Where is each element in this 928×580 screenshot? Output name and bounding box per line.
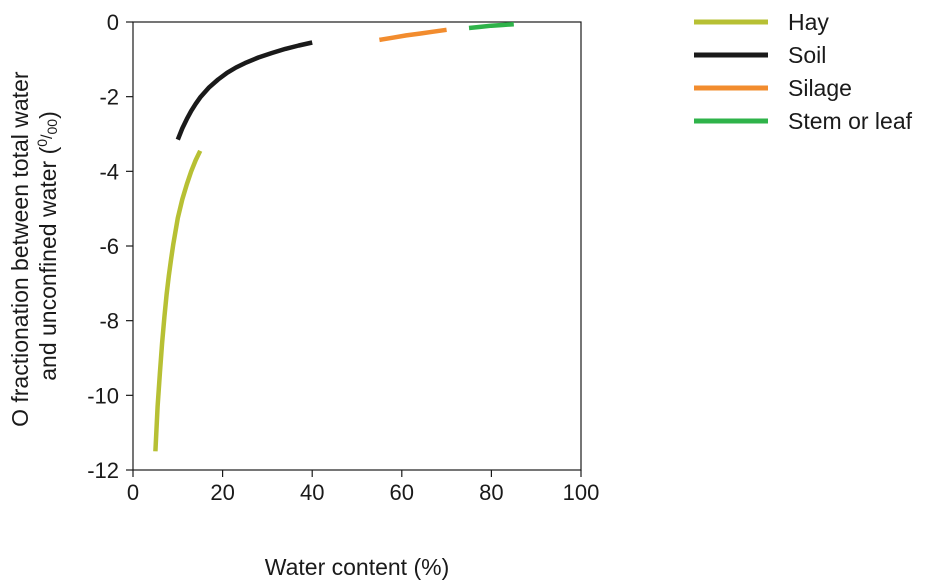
series-line-stem-or-leaf xyxy=(468,21,514,31)
y-tick-label: -10 xyxy=(87,383,119,408)
x-tick-label: 100 xyxy=(563,480,600,505)
series-line-silage xyxy=(379,27,447,43)
y-axis-title-line1: O fractionation between total water xyxy=(7,71,33,427)
legend-label-stem-or-leaf: Stem or leaf xyxy=(788,108,913,134)
y-axis-unit-slash: / xyxy=(39,134,56,139)
x-axis-title: Water content (%) xyxy=(265,554,449,580)
y-tick-label: -6 xyxy=(99,234,119,259)
y-tick-label: 0 xyxy=(107,10,119,35)
legend-label-soil: Soil xyxy=(788,42,826,68)
x-axis: 0 20 40 60 80 100 xyxy=(127,470,599,505)
x-tick-label: 60 xyxy=(390,480,414,505)
y-axis-unit-sup: 0 xyxy=(34,139,50,147)
x-tick-label: 20 xyxy=(210,480,234,505)
y-tick-label: -12 xyxy=(87,458,119,483)
y-tick-label: -4 xyxy=(99,159,119,184)
y-tick-label: -8 xyxy=(99,309,119,334)
y-axis-title-line2-prefix: and unconfined water ( xyxy=(35,146,61,380)
y-axis-title: O fractionation between total water and … xyxy=(7,65,61,427)
series-line-hay xyxy=(153,149,203,452)
y-axis: 0 -2 -4 -6 -8 -10 -12 xyxy=(87,10,133,483)
x-tick-label: 0 xyxy=(127,480,139,505)
x-tick-label: 40 xyxy=(300,480,324,505)
y-axis-title-line2-suffix: ) xyxy=(35,111,61,119)
y-axis-unit-sub: 00 xyxy=(44,119,60,135)
legend: Hay Soil Silage Stem or leaf xyxy=(694,9,913,134)
y-tick-label: -2 xyxy=(99,85,119,110)
y-axis-title-line2: and unconfined water (0/00) xyxy=(34,111,61,381)
legend-label-silage: Silage xyxy=(788,75,852,101)
plot-frame xyxy=(132,21,582,471)
series-line-soil xyxy=(175,40,313,141)
legend-label-hay: Hay xyxy=(788,9,829,35)
series-layer xyxy=(153,21,514,452)
x-tick-label: 80 xyxy=(479,480,503,505)
